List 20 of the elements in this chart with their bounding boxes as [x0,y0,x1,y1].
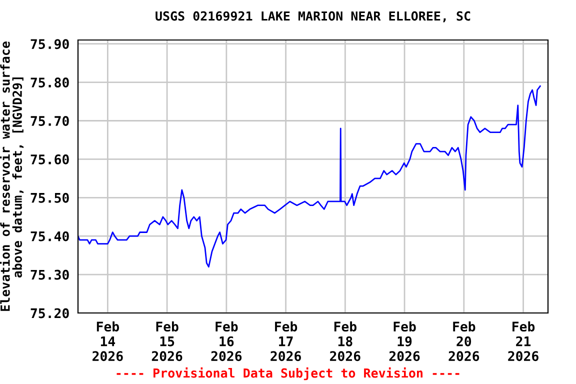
x-tick-label: Feb 15 2026 [152,321,182,362]
x-tick-label: Feb 18 2026 [330,321,360,362]
y-tick-label: 75.60 [30,154,69,164]
x-tick-label: Feb 20 2026 [448,321,480,362]
x-tick-label: Feb 14 2026 [92,321,123,362]
x-tick-label: Feb 19 2026 [389,321,420,362]
text: ---- Provisional Data Subject to Revision ---- [116,367,460,380]
y-tick-label: 75.30 [30,270,69,280]
y-tick-label: 75.80 [30,78,69,88]
y-tick-label: 75.40 [30,231,69,242]
line-series [78,85,541,268]
y-axis-title: Elevation of reservoir water surface above datum, feet, [NGVD29] [0,42,24,311]
chart-title: USGS 02169921 LAKE MARION NEAR ELLOREE, SC [156,11,470,22]
y-tick-label: 75.20 [30,308,69,318]
y-tick-label: 75.50 [30,192,69,203]
x-tick-label: Feb 16 2026 [211,321,242,362]
y-tick-label: 75.90 [30,39,69,50]
x-tick-label: Feb 21 2026 [508,321,538,362]
y-tick-label: 75.70 [30,116,69,126]
x-tick-label: Feb 17 2026 [270,321,301,362]
